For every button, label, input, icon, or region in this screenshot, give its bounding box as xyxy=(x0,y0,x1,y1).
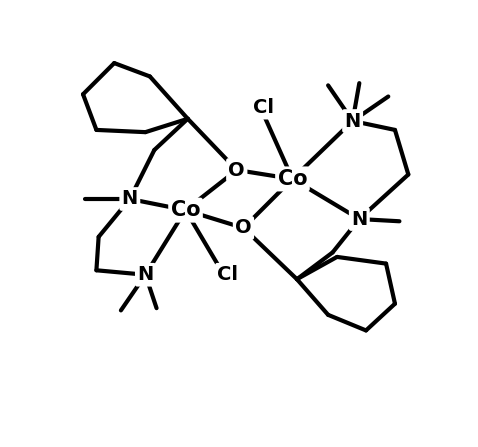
Text: O: O xyxy=(235,219,252,237)
Text: N: N xyxy=(351,210,368,228)
Text: N: N xyxy=(345,111,361,131)
Text: Co: Co xyxy=(278,169,307,189)
Text: O: O xyxy=(228,160,245,180)
Text: Cl: Cl xyxy=(217,265,239,284)
Text: Cl: Cl xyxy=(253,98,274,117)
Text: N: N xyxy=(122,190,138,208)
Text: Co: Co xyxy=(171,200,200,220)
Text: N: N xyxy=(137,265,153,284)
